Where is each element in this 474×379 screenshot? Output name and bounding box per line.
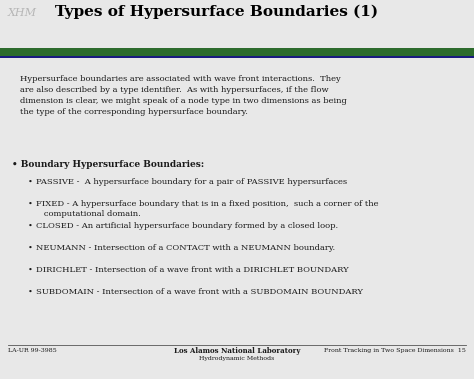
- Text: Los Alamos National Laboratory: Los Alamos National Laboratory: [174, 347, 300, 355]
- Text: Types of Hypersurface Boundaries (1): Types of Hypersurface Boundaries (1): [55, 5, 378, 19]
- Text: •: •: [28, 178, 33, 186]
- Text: DIRICHLET - Intersection of a wave front with a DIRICHLET BOUNDARY: DIRICHLET - Intersection of a wave front…: [36, 266, 349, 274]
- Text: •: •: [28, 288, 33, 296]
- Bar: [0, 56, 474, 58]
- Text: Front Tracking in Two Space Dimensions  15: Front Tracking in Two Space Dimensions 1…: [324, 348, 466, 353]
- Text: •: •: [28, 222, 33, 230]
- Text: •: •: [28, 266, 33, 274]
- Text: FIXED - A hypersurface boundary that is in a fixed position,  such a corner of t: FIXED - A hypersurface boundary that is …: [36, 200, 379, 218]
- Text: Hydrodynamic Methods: Hydrodynamic Methods: [199, 356, 275, 361]
- Text: PASSIVE -  A hypersurface boundary for a pair of PASSIVE hypersurfaces: PASSIVE - A hypersurface boundary for a …: [36, 178, 347, 186]
- Text: CLOSED - An artificial hypersurface boundary formed by a closed loop.: CLOSED - An artificial hypersurface boun…: [36, 222, 338, 230]
- Text: SUBDOMAIN - Intersection of a wave front with a SUBDOMAIN BOUNDARY: SUBDOMAIN - Intersection of a wave front…: [36, 288, 363, 296]
- Text: NEUMANN - Intersection of a CONTACT with a NEUMANN boundary.: NEUMANN - Intersection of a CONTACT with…: [36, 244, 335, 252]
- Text: •: •: [28, 244, 33, 252]
- Text: • Boundary Hypersurface Boundaries:: • Boundary Hypersurface Boundaries:: [12, 160, 204, 169]
- Text: LA-UR 99-3985: LA-UR 99-3985: [8, 348, 57, 353]
- Text: XHM: XHM: [8, 8, 37, 18]
- Text: Hypersurface boundaries are associated with wave front interactions.  They
are a: Hypersurface boundaries are associated w…: [20, 75, 347, 116]
- Bar: [0, 48, 474, 56]
- Text: •: •: [28, 200, 33, 208]
